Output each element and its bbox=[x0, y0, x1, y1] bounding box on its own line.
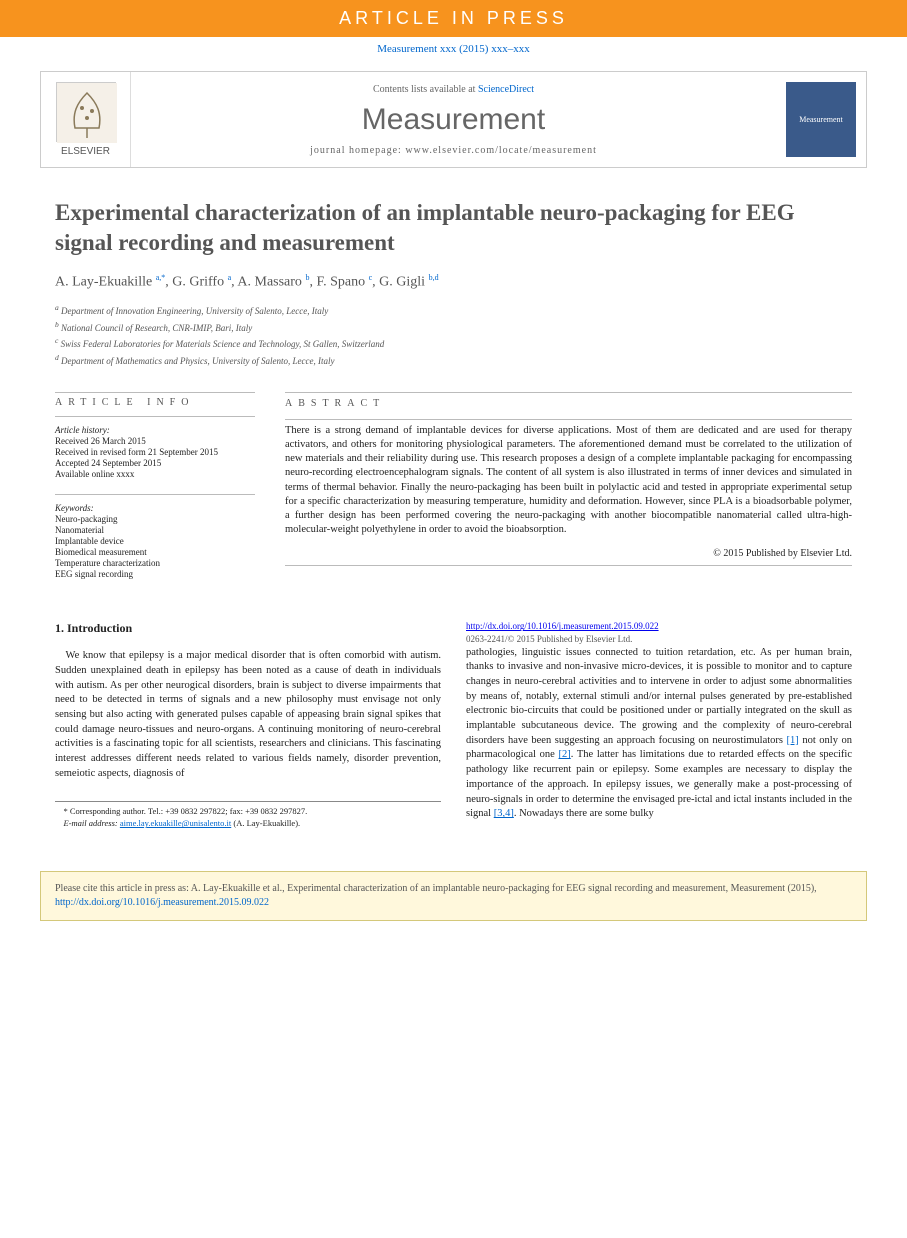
sciencedirect-link[interactable]: ScienceDirect bbox=[478, 84, 534, 95]
issn-copyright: 0263-2241/© 2015 Published by Elsevier L… bbox=[466, 633, 852, 646]
ref-3-4[interactable]: [3,4] bbox=[494, 808, 514, 819]
article-title: Experimental characterization of an impl… bbox=[55, 198, 852, 258]
authors-line: A. Lay-Ekuakille a,*, G. Griffo a, A. Ma… bbox=[55, 273, 852, 291]
keyword-item: Nanomaterial bbox=[55, 525, 255, 535]
intro-col2-part1: pathologies, linguistic issues connected… bbox=[466, 647, 852, 746]
affiliations-block: a Department of Innovation Engineering, … bbox=[55, 302, 852, 368]
history-item: Available online xxxx bbox=[55, 469, 255, 479]
keyword-item: Neuro-packaging bbox=[55, 514, 255, 524]
intro-col2-part4: . Nowadays there are some bulky bbox=[514, 808, 654, 819]
contents-link-row: Contents lists available at ScienceDirec… bbox=[141, 84, 766, 95]
intro-heading: 1. Introduction bbox=[55, 620, 441, 637]
elsevier-logo: ELSEVIER bbox=[41, 72, 131, 167]
article-info-heading: article info bbox=[55, 397, 255, 408]
abstract-heading: abstract bbox=[285, 397, 852, 411]
cover-label: Measurement bbox=[799, 115, 843, 124]
elsevier-label: ELSEVIER bbox=[61, 146, 110, 157]
history-label: Article history: bbox=[55, 425, 255, 435]
article-info-column: article info Article history: Received 2… bbox=[55, 388, 255, 580]
abstract-text: There is a strong demand of implantable … bbox=[285, 424, 852, 537]
cite-text: Please cite this article in press as: A.… bbox=[55, 883, 817, 894]
doi-link[interactable]: http://dx.doi.org/10.1016/j.measurement.… bbox=[466, 621, 659, 631]
intro-paragraph-1: We know that epilepsy is a major medical… bbox=[55, 649, 441, 781]
main-content: Experimental characterization of an impl… bbox=[0, 198, 907, 841]
introduction-section: 1. Introduction We know that epilepsy is… bbox=[55, 620, 852, 841]
history-item: Accepted 24 September 2015 bbox=[55, 458, 255, 468]
doi-line: http://dx.doi.org/10.1016/j.measurement.… bbox=[466, 620, 852, 633]
email-label: E-mail address: bbox=[64, 818, 120, 828]
two-column-body: 1. Introduction We know that epilepsy is… bbox=[55, 620, 852, 841]
corresp-email-line: E-mail address: aime.lay.ekuakille@unisa… bbox=[55, 818, 441, 830]
abstract-copyright: © 2015 Published by Elsevier Ltd. bbox=[285, 547, 852, 561]
journal-homepage: journal homepage: www.elsevier.com/locat… bbox=[141, 145, 766, 156]
cite-doi-link[interactable]: http://dx.doi.org/10.1016/j.measurement.… bbox=[55, 897, 269, 908]
article-in-press-banner: ARTICLE IN PRESS bbox=[0, 0, 907, 37]
elsevier-tree-icon bbox=[56, 82, 116, 142]
corresponding-author-box: * Corresponding author. Tel.: +39 0832 2… bbox=[55, 801, 441, 830]
ref-2[interactable]: [2] bbox=[559, 749, 571, 760]
email-suffix: (A. Lay-Ekuakille). bbox=[231, 818, 300, 828]
keyword-item: Temperature characterization bbox=[55, 558, 255, 568]
journal-cover-thumb: Measurement bbox=[786, 82, 856, 157]
keywords-label: Keywords: bbox=[55, 503, 255, 513]
history-list: Received 26 March 2015Received in revise… bbox=[55, 436, 255, 479]
keywords-list: Neuro-packagingNanomaterialImplantable d… bbox=[55, 514, 255, 579]
info-abstract-row: article info Article history: Received 2… bbox=[55, 388, 852, 580]
corresp-line: * Corresponding author. Tel.: +39 0832 2… bbox=[55, 806, 441, 818]
contents-prefix: Contents lists available at bbox=[373, 84, 478, 95]
journal-name: Measurement bbox=[141, 103, 766, 137]
keyword-item: Biomedical measurement bbox=[55, 547, 255, 557]
intro-paragraph-2: pathologies, linguistic issues connected… bbox=[466, 646, 852, 822]
history-item: Received in revised form 21 September 20… bbox=[55, 447, 255, 457]
ref-1[interactable]: [1] bbox=[787, 735, 799, 746]
abstract-column: abstract There is a strong demand of imp… bbox=[285, 388, 852, 580]
email-link[interactable]: aime.lay.ekuakille@unisalento.it bbox=[120, 818, 231, 828]
journal-header-box: ELSEVIER Contents lists available at Sci… bbox=[40, 71, 867, 168]
citation-box: Please cite this article in press as: A.… bbox=[40, 871, 867, 921]
header-center: Contents lists available at ScienceDirec… bbox=[131, 72, 776, 167]
publication-info: Measurement xxx (2015) xxx–xxx bbox=[0, 37, 907, 61]
keyword-item: Implantable device bbox=[55, 536, 255, 546]
history-item: Received 26 March 2015 bbox=[55, 436, 255, 446]
keyword-item: EEG signal recording bbox=[55, 569, 255, 579]
